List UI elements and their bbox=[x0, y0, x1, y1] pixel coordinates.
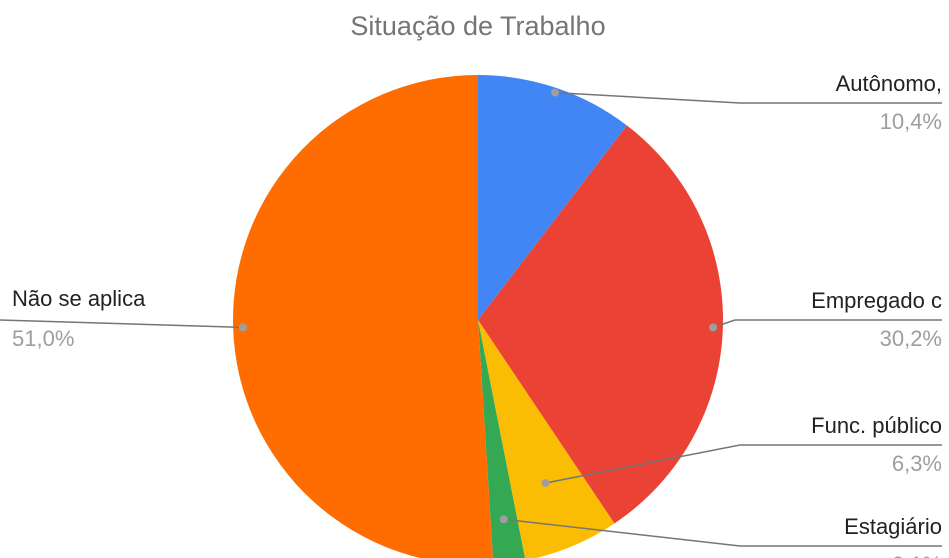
slice-label: Autônomo, bbox=[836, 71, 942, 96]
leader-dot bbox=[238, 323, 247, 332]
slice-value-label: 51,0% bbox=[12, 326, 74, 351]
leader-dot bbox=[541, 478, 550, 487]
pie-slice bbox=[233, 75, 493, 558]
leader-line bbox=[545, 444, 942, 484]
leader-dot bbox=[551, 88, 560, 97]
slice-value-label: 2,1% bbox=[892, 552, 942, 558]
leader-line bbox=[712, 319, 942, 329]
pie-slice bbox=[478, 125, 724, 524]
pie-slice bbox=[478, 320, 525, 558]
chart-title: Situação de Trabalho bbox=[350, 11, 605, 41]
slice-value-label: 30,2% bbox=[880, 326, 942, 351]
slice-label: Empregado c bbox=[811, 288, 942, 313]
slice-value-label: 6,3% bbox=[892, 451, 942, 476]
pie-slice bbox=[478, 75, 627, 320]
leader-line bbox=[0, 319, 243, 329]
pie-slice bbox=[478, 320, 615, 558]
slice-label: Não se aplica bbox=[12, 286, 146, 311]
slice-value-label: 10,4% bbox=[880, 109, 942, 134]
slice-label: Func. público bbox=[811, 413, 942, 438]
leader-dot bbox=[709, 323, 718, 332]
leader-dot bbox=[499, 515, 508, 524]
slice-label: Estagiário bbox=[844, 514, 942, 539]
leader-line bbox=[503, 518, 942, 547]
leader-line bbox=[555, 91, 942, 104]
